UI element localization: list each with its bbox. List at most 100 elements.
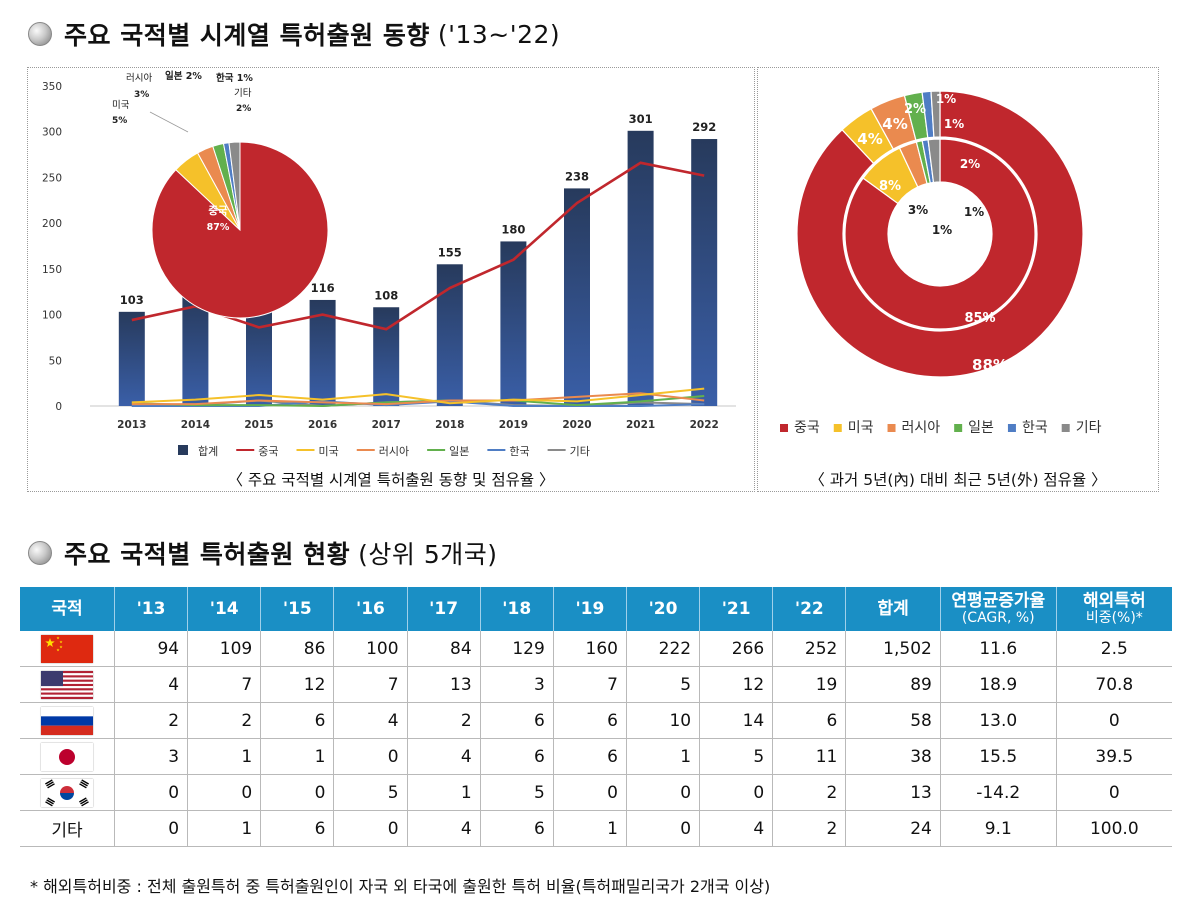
flag-trigram-bar: [80, 780, 88, 787]
section1-title-text: 주요 국적별 시계열 특허출원 동향: [64, 21, 430, 50]
legend-label: 일본: [968, 420, 994, 436]
table-cell: 1: [260, 738, 335, 775]
table-row: 0 0 0 5 1 5 0 0 0 2 13 -14.2 0: [20, 774, 1172, 811]
y-tick-label: 50: [49, 355, 62, 367]
combo-chart: 0501001502002503003501032013120201411120…: [42, 70, 736, 458]
table-cell: 6: [772, 702, 847, 739]
table-cell: 0: [187, 774, 262, 811]
table-cell: 7: [333, 666, 408, 703]
header-sub: (CAGR, %): [961, 609, 1035, 626]
china-flag-icon: [40, 634, 93, 663]
x-tick-label: 2021: [626, 419, 655, 431]
section2-title: 주요 국적별 특허출원 현황 (상위 5개국): [28, 535, 498, 571]
left-chart-caption: 〈 주요 국적별 시계열 특허출원 동향 및 점유율 〉: [227, 471, 555, 489]
flag-stripe: [40, 674, 93, 678]
pie-label: 87%: [207, 222, 230, 233]
table-cell: 100: [333, 631, 408, 667]
x-tick-label: 2016: [308, 419, 337, 431]
flag-star: [59, 644, 63, 648]
legend-label: 기타: [1076, 420, 1102, 436]
table-cell: 100.0: [1056, 810, 1172, 847]
header-main: 해외특허: [1083, 590, 1146, 611]
x-tick-label: 2022: [690, 419, 719, 431]
legend-swatch: [1007, 424, 1016, 432]
table-cell: -14.2: [940, 774, 1057, 811]
flag-trigram: [79, 796, 89, 806]
legend-swatch: [833, 424, 842, 432]
flag-stripe: [40, 694, 93, 697]
country-cell: [20, 666, 115, 703]
table-cell: 0: [1056, 774, 1172, 811]
table-cell: 1: [187, 738, 262, 775]
pie-label: 5%: [112, 116, 127, 126]
country-cell: [20, 631, 115, 667]
legend-label: 러시아: [379, 445, 409, 458]
line-series: [131, 387, 705, 405]
bar-total: [500, 241, 527, 406]
table-cell: 10: [626, 702, 701, 739]
flag-stripe: [40, 689, 93, 693]
donut-segment: [927, 138, 941, 184]
table-cell: 94: [114, 631, 189, 667]
russia-flag: [40, 706, 93, 735]
donut-inner-label: 1%: [964, 205, 984, 219]
flag-trigram: [79, 778, 89, 788]
flag-stripe: [40, 670, 93, 673]
table-cell: 2: [187, 702, 262, 739]
flag-star: [59, 639, 63, 643]
flag-band: [40, 725, 93, 735]
flag-trigram-bar: [47, 782, 55, 788]
table-cell: 0: [333, 810, 408, 847]
flag-trigram-bar: [45, 778, 53, 785]
table-cell: 0: [260, 774, 335, 811]
japan-flag: [40, 742, 93, 771]
flag-stripe: [40, 672, 93, 676]
legend-swatch: [1061, 424, 1070, 432]
country-cell: [20, 738, 115, 775]
left-chart-panel: 0501001502002503003501032013120201411120…: [27, 67, 755, 492]
table-cell: 12: [699, 666, 774, 703]
y-tick-label: 300: [42, 127, 62, 139]
table-cell: 6: [553, 702, 627, 739]
table-header-cell: '19: [553, 587, 627, 631]
table-cell: 5: [480, 774, 554, 811]
table-cell: 13.0: [940, 702, 1057, 739]
country-cell: [20, 774, 115, 811]
pie-label: 2%: [236, 104, 251, 114]
table-cell: 4: [333, 702, 408, 739]
table-row: 4 7 12 7 13 3 7 5 12 19 89 18.9 70.8: [20, 666, 1172, 703]
table-cell: 4: [407, 738, 481, 775]
flag-stripe: [40, 679, 93, 682]
pie-leader-line: [149, 111, 189, 133]
table-header-cell: '17: [407, 587, 481, 631]
flag-stripe: [40, 676, 93, 680]
legend-label: 중국: [794, 420, 820, 436]
legend-swatch: [780, 424, 788, 432]
bar-total: [564, 188, 590, 406]
china-flag: [40, 634, 93, 663]
table-cell: 6: [480, 738, 554, 775]
patent-table: 국적 '13'14'15'16'17'18'19'20'21'22 합계 연평균증가율…: [20, 587, 1172, 847]
table-cell: 7: [187, 666, 262, 703]
table-row: 2 2 6 4 2 6 6 10 14 6 58 13.0 0: [20, 702, 1172, 739]
flag-star: [56, 647, 60, 651]
pie-label: 한국 1%: [216, 72, 253, 84]
table-cell: 266: [699, 631, 774, 667]
bar-total: [627, 130, 654, 407]
table-cell: 7: [553, 666, 627, 703]
bar-data-label: 301: [629, 112, 653, 126]
section1-title: 주요 국적별 시계열 특허출원 동향 ('13~'22): [28, 16, 560, 52]
table-header-cell: '14: [187, 587, 262, 631]
table-row: 94 109 86 100 84 129 160 222 266 252 1,502 11.6 2.5: [20, 631, 1172, 667]
russia-flag-icon: [40, 706, 93, 735]
bar-data-label: 155: [438, 245, 462, 259]
donut-inner-label: 8%: [879, 179, 901, 194]
table-cell: 2: [772, 810, 847, 847]
table-cell: 11.6: [940, 631, 1057, 667]
table-cell: 2: [772, 774, 847, 811]
bar-data-label: 108: [374, 288, 398, 302]
section1-title-suffix: ('13~'22): [437, 19, 561, 49]
flag-trigram-bar: [81, 778, 89, 785]
bar-total: [182, 296, 209, 406]
table-cell: 222: [626, 631, 701, 667]
